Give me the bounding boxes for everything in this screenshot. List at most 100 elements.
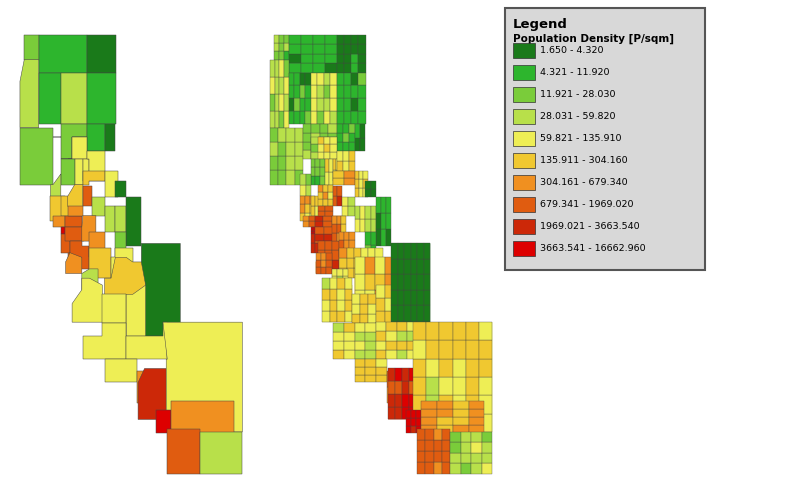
Polygon shape [90, 248, 111, 278]
Bar [386, 332, 397, 340]
Bar [333, 196, 338, 206]
Bar [398, 290, 404, 305]
Bar [306, 98, 311, 112]
Bar [337, 112, 344, 124]
Bar [352, 304, 360, 314]
Bar [366, 181, 370, 189]
Bar [348, 196, 354, 206]
Polygon shape [105, 359, 137, 382]
Bar [413, 377, 426, 396]
Text: Population Density [P/sqm]: Population Density [P/sqm] [513, 34, 674, 44]
Bar [286, 128, 294, 142]
Bar [314, 216, 323, 222]
Polygon shape [354, 258, 396, 323]
Bar [303, 142, 311, 150]
Bar [404, 310, 413, 324]
Bar [426, 377, 439, 396]
Bar [354, 180, 359, 188]
Bar [394, 298, 404, 310]
Bar [344, 350, 354, 359]
Bar [289, 112, 294, 124]
Bar [376, 359, 387, 367]
Bar [418, 244, 424, 259]
Polygon shape [366, 206, 376, 232]
Bar [311, 158, 315, 168]
Bar [360, 124, 366, 138]
Bar [311, 206, 315, 216]
Bar [434, 462, 442, 473]
Bar [337, 35, 344, 44]
Bar [442, 428, 450, 440]
Polygon shape [376, 322, 418, 359]
Bar [328, 192, 333, 199]
Polygon shape [68, 206, 83, 216]
Bar [358, 54, 366, 63]
Bar [314, 234, 324, 241]
Bar [351, 112, 358, 124]
Bar [330, 112, 337, 124]
Bar [338, 311, 345, 322]
Bar [324, 227, 334, 234]
Bar [361, 268, 368, 278]
Bar [421, 401, 437, 409]
Polygon shape [314, 216, 332, 227]
Polygon shape [333, 158, 339, 181]
Bar [366, 244, 370, 258]
Bar [313, 63, 325, 72]
Polygon shape [200, 432, 242, 474]
Bar [453, 340, 466, 358]
Bar [426, 358, 439, 377]
Bar [466, 396, 479, 413]
Bar [388, 368, 395, 381]
Polygon shape [311, 158, 325, 184]
Bar [324, 234, 334, 241]
Polygon shape [354, 124, 366, 151]
Polygon shape [83, 158, 90, 181]
Bar [368, 294, 376, 304]
Bar [391, 290, 398, 305]
Polygon shape [50, 174, 61, 196]
Text: 1969.021 - 3663.540: 1969.021 - 3663.540 [540, 222, 640, 231]
Bar [328, 138, 337, 144]
Bar [394, 324, 404, 336]
Bar [310, 196, 314, 204]
Bar [409, 381, 416, 394]
Polygon shape [391, 244, 430, 336]
Polygon shape [65, 216, 82, 227]
Bar [315, 206, 320, 216]
Bar [395, 406, 402, 420]
Bar [416, 410, 421, 418]
Polygon shape [337, 72, 366, 124]
Bar [329, 172, 333, 184]
Bar [366, 359, 376, 367]
Bar [354, 170, 359, 179]
Bar [322, 278, 330, 289]
Bar [303, 133, 311, 141]
Bar [406, 426, 411, 434]
Bar [311, 138, 319, 144]
Bar [330, 311, 338, 322]
Bar [270, 94, 274, 110]
Bar [413, 340, 426, 358]
Bar [270, 156, 278, 170]
Bar [375, 248, 382, 258]
Bar [513, 219, 535, 234]
Bar [318, 144, 324, 152]
Polygon shape [82, 216, 96, 241]
Bar [306, 174, 311, 185]
Bar [350, 240, 354, 249]
Bar [482, 442, 492, 453]
Bar [466, 340, 479, 358]
Text: 11.921 - 28.030: 11.921 - 28.030 [540, 90, 615, 99]
Bar [289, 86, 294, 98]
Bar [315, 260, 321, 266]
Bar [330, 300, 338, 311]
Bar [294, 98, 300, 112]
Bar [466, 322, 479, 340]
Bar [305, 204, 310, 212]
Bar [418, 305, 424, 320]
Bar [342, 171, 349, 181]
Polygon shape [418, 428, 450, 474]
Bar [469, 417, 484, 425]
Bar [339, 249, 345, 258]
